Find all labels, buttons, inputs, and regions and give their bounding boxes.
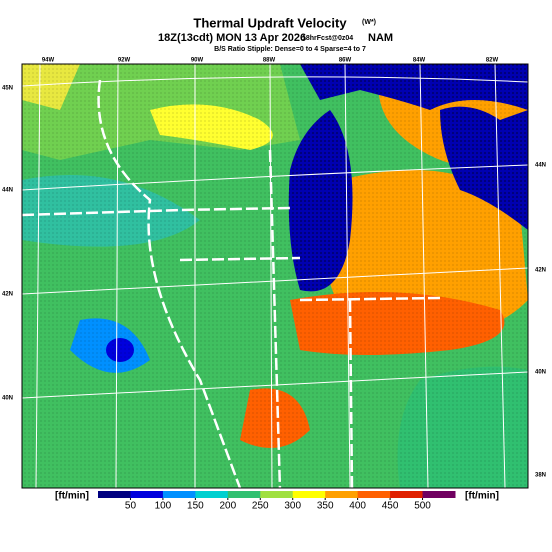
colorbar-tick-label: 150: [187, 501, 204, 512]
colorbar-segment: [195, 491, 229, 498]
model: NAM: [368, 32, 393, 44]
forecast: 18hrFcst@0z04: [302, 35, 353, 42]
colorbar-segment: [260, 491, 294, 498]
colorbar-segment: [325, 491, 359, 498]
colorbar-segment: [227, 491, 261, 498]
map-field: [22, 64, 528, 488]
colorbar-segment: [422, 491, 456, 498]
latitude-label: 42N: [535, 268, 546, 274]
latitude-label: 45N: [2, 86, 13, 92]
longitude-label: 90W: [191, 58, 204, 64]
colorbar-segment: [357, 491, 391, 498]
longitude-label: 86W: [339, 58, 352, 64]
stipple: [22, 64, 528, 488]
latitude-label: 44N: [2, 188, 13, 194]
latitude-label: 42N: [2, 292, 13, 298]
colorbar-tick-label: 200: [219, 501, 236, 512]
colorbar-segment: [98, 491, 131, 498]
colorbar-segment: [162, 491, 196, 498]
colorbar-segment: [130, 491, 164, 498]
longitude-label: 92W: [118, 58, 131, 64]
colorbar-tick-label: 500: [414, 501, 431, 512]
title-unit: (W*): [362, 19, 376, 26]
title: Thermal Updraft Velocity: [193, 15, 347, 30]
colorbar-tick-label: 50: [125, 501, 137, 512]
colorbar-unit: [ft/min]: [465, 491, 499, 502]
colorbar-tick-label: 400: [349, 501, 366, 512]
latitude-label: 40N: [2, 396, 13, 402]
longitude-label: 84W: [413, 58, 426, 64]
latitude-label: 40N: [535, 370, 546, 376]
valid-time: 18Z(13cdt) MON 13 Apr 2026: [158, 32, 306, 44]
colorbar-tick-label: 100: [155, 501, 172, 512]
stipple-note: B/S Ratio Stipple: Dense=0 to 4 Sparse=4…: [214, 46, 366, 53]
colorbar-segment: [390, 491, 424, 498]
colorbar-tick-label: 300: [284, 501, 301, 512]
longitude-label: 94W: [42, 58, 55, 64]
state-borders: [22, 79, 441, 488]
latitude-label: 38N: [535, 473, 546, 479]
latitude-label: 44N: [535, 163, 546, 169]
graticule: [22, 64, 528, 488]
colorbar-tick-label: 450: [382, 501, 399, 512]
map-frame: [21, 63, 529, 489]
colorbar-unit: [ft/min]: [55, 491, 89, 502]
colorbar-tick-label: 350: [317, 501, 334, 512]
longitude-label: 82W: [486, 58, 499, 64]
longitude-label: 88W: [263, 58, 276, 64]
colorbar-segment: [292, 491, 326, 498]
colorbar-tick-label: 250: [252, 501, 269, 512]
